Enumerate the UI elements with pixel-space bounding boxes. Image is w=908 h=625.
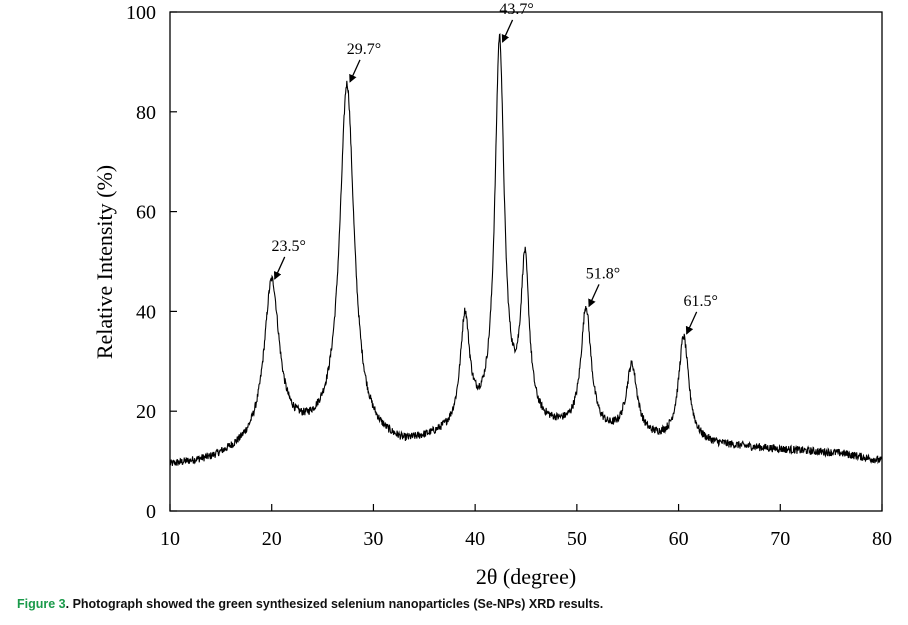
x-tick-label: 60 [669,528,689,550]
y-tick-label: 20 [136,401,156,423]
annotation-label: 43.7° [499,1,533,18]
x-tick-label: 10 [160,528,180,550]
figure-caption: Figure 3. Photograph showed the green sy… [17,597,603,611]
x-tick-label: 30 [363,528,383,550]
x-tick-label: 80 [872,528,892,550]
annotation-arrow [501,19,514,43]
y-tick-label: 100 [126,2,156,24]
x-tick-label: 20 [262,528,282,550]
annotation-arrow [273,256,286,280]
x-tick-label: 40 [465,528,485,550]
y-tick-label: 80 [136,102,156,124]
xrd-trace [169,33,883,467]
x-axis-ticks: 10 20 30 40 50 60 70 80 [160,504,892,550]
annotation-label: 61.5° [683,293,717,310]
annotation-arrow [349,59,361,83]
x-tick-label: 70 [770,528,790,550]
peak-annotations: 23.5° 29.7° 43.7° 51.8° 61.5° [272,1,718,335]
annotation-arrow [685,311,698,335]
annotation-label: 51.8° [586,265,620,282]
caption-text: . Photograph showed the green synthesize… [65,597,604,611]
y-axis-ticks: 0 20 40 60 80 100 [126,2,177,523]
x-tick-label: 50 [567,528,587,550]
y-tick-label: 40 [136,301,156,323]
figure-label: Figure 3 [17,597,66,611]
y-tick-label: 0 [146,501,156,523]
annotation-arrow [588,284,600,308]
annotation-label: 23.5° [272,238,306,255]
x-axis-label: 2θ (degree) [476,564,576,589]
annotation-label: 29.7° [347,41,381,58]
y-axis-label: Relative Intensity (%) [92,165,117,359]
y-tick-label: 60 [136,202,156,224]
plot-frame [169,11,883,512]
